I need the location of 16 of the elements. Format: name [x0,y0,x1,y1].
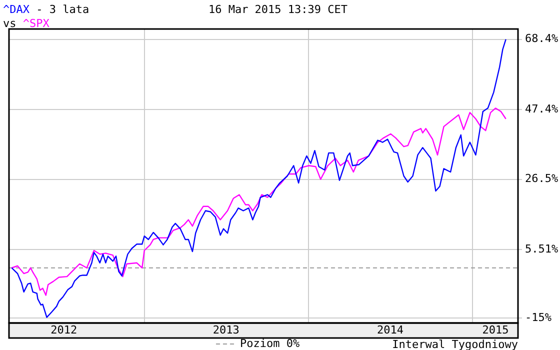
text: ^DAX [3,3,30,16]
text: ^SPX [22,17,50,30]
x-tick-label: 2015 [482,323,509,336]
y-tick-label: 26.5% [525,172,558,186]
y-tick-label: 5.51% [525,242,558,256]
legend-label: Poziom 0% [240,336,300,350]
annotation: vs [3,17,18,30]
text: Interwal Tygodniowy [392,338,518,350]
x-tick-label: 2014 [377,323,404,336]
chart-title: - 3 lata [35,3,90,16]
y-tick-label: 68.4% [525,32,558,46]
chart-subtitle: 16 Mar 2015 13:39 CET [208,3,348,16]
y-tick-label: -15% [525,310,552,324]
x-tick-label: 2012 [50,323,78,336]
x-tick-label: 2013 [212,323,240,336]
y-tick-label: 47.4% [525,102,558,116]
